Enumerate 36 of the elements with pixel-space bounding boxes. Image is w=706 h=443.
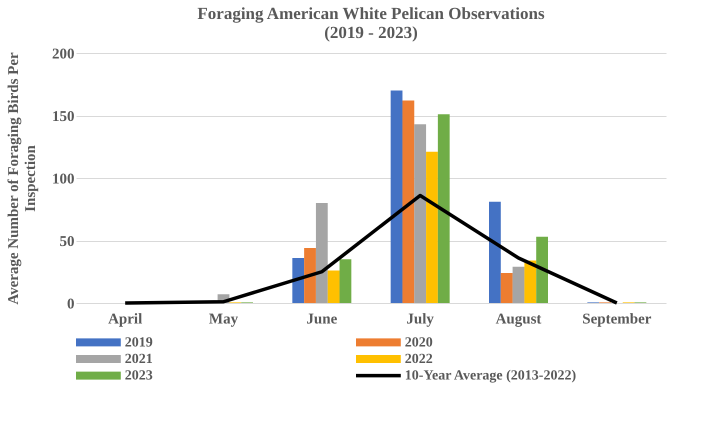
bar [316,203,328,303]
bar [292,258,304,303]
bar [426,152,438,303]
y-tick-label: 150 [52,109,74,125]
legend-label: 2021 [124,352,153,367]
x-tick-label: August [496,312,542,328]
legend-label: 2019 [124,335,153,350]
y-tick-label: 50 [60,234,74,250]
y-tick-label: 100 [52,172,74,188]
x-tick-label: June [306,312,338,328]
text: Average Number of Foraging Birds Per [6,52,22,305]
bar [390,90,402,303]
bar [500,273,513,303]
legend-label: 2020 [404,335,433,350]
bar [512,266,524,303]
legend-label: 2022 [404,352,433,367]
x-tick-label: July [406,312,434,328]
x-tick-label: April [108,312,142,328]
text: Inspection [23,145,39,212]
bar [304,248,316,303]
bar [402,100,414,303]
legend-label: 10-Year Average (2013-2022) [404,368,576,384]
bar [438,114,450,303]
bar [328,270,340,303]
bar [340,259,352,303]
y-tick-label: 0 [67,296,74,312]
text: (2019 - 2023) [324,23,418,42]
y-tick-label: 200 [52,46,74,62]
legend-label: 2023 [124,368,153,384]
bar [489,202,501,303]
text: Foraging American White Pelican Observations [197,4,545,23]
bar [414,124,426,303]
line-series [123,194,619,305]
bar [536,236,548,303]
x-tick-label: May [208,312,239,328]
x-tick-label: September [582,312,652,328]
